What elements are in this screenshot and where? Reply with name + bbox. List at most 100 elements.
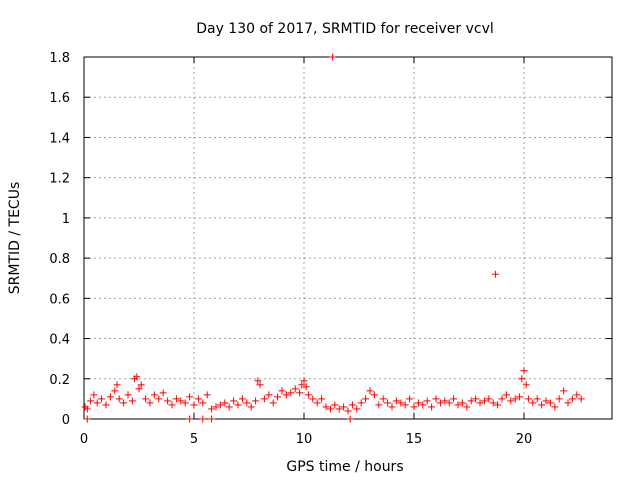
- data-point: [93, 399, 101, 407]
- y-tick-label: 1: [62, 212, 70, 227]
- data-point: [221, 399, 229, 407]
- x-tick-label: 10: [296, 432, 313, 447]
- data-point: [538, 401, 546, 409]
- data-point: [254, 377, 262, 385]
- data-point: [480, 397, 488, 405]
- data-point: [423, 397, 431, 405]
- data-point: [278, 387, 286, 395]
- data-point: [564, 399, 572, 407]
- data-point: [124, 391, 132, 399]
- data-point: [168, 401, 176, 409]
- data-point: [384, 399, 392, 407]
- data-point: [414, 399, 422, 407]
- data-point: [287, 389, 295, 397]
- data-point: [247, 403, 255, 411]
- data-point: [322, 403, 330, 411]
- data-point: [379, 395, 387, 403]
- data-point: [265, 391, 273, 399]
- data-point: [357, 399, 365, 407]
- data-point: [406, 395, 414, 403]
- data-point: [186, 393, 194, 401]
- grid: [84, 57, 612, 419]
- data-point: [216, 401, 224, 409]
- data-point: [208, 405, 216, 413]
- y-tick-label: 1.4: [49, 131, 70, 146]
- data-point: [326, 405, 334, 413]
- y-tick-label: 0.6: [49, 292, 70, 307]
- data-point: [128, 397, 136, 405]
- data-point: [256, 381, 264, 389]
- data-point: [230, 397, 238, 405]
- data-point: [472, 395, 480, 403]
- data-point: [302, 383, 310, 391]
- data-point: [282, 391, 290, 399]
- data-point: [106, 393, 114, 401]
- y-tick-label: 0.2: [49, 373, 70, 388]
- x-tick-label: 20: [516, 432, 533, 447]
- data-point: [436, 399, 444, 407]
- data-point: [238, 395, 246, 403]
- data-point: [186, 415, 194, 423]
- data-point: [300, 377, 308, 385]
- data-point: [113, 381, 121, 389]
- data-point: [511, 395, 519, 403]
- data-point: [177, 397, 185, 405]
- data-point: [428, 403, 436, 411]
- data-point: [234, 401, 242, 409]
- data-point: [172, 395, 180, 403]
- data-point: [252, 397, 260, 405]
- data-point: [212, 403, 220, 411]
- data-point: [476, 399, 484, 407]
- data-point: [146, 399, 154, 407]
- data-point: [388, 403, 396, 411]
- data-point: [348, 401, 356, 409]
- y-axis-label: SRMTID / TECUs: [7, 182, 23, 295]
- axis-ticks: 0 5 10 15 20 0 0.2 0.4 0.6 0.8 1 1.2 1.4 1.6 1.8: [49, 51, 612, 447]
- data-point: [190, 401, 198, 409]
- data-point: [331, 401, 339, 409]
- data-point: [432, 395, 440, 403]
- y-tick-label: 1.6: [49, 91, 70, 106]
- x-axis-label: GPS time / hours: [286, 459, 403, 475]
- data-point: [329, 53, 337, 61]
- data-point: [454, 401, 462, 409]
- plot-area-frame: [83, 56, 613, 420]
- data-point: [577, 395, 585, 403]
- data-point: [208, 415, 216, 423]
- data-point: [298, 381, 306, 389]
- data-point: [450, 395, 458, 403]
- data-point: [269, 399, 277, 407]
- data-point: [551, 403, 559, 411]
- data-point: [419, 401, 427, 409]
- data-point: [296, 389, 304, 397]
- data-point: [568, 395, 576, 403]
- data-point: [401, 401, 409, 409]
- data-point: [502, 391, 510, 399]
- data-point: [155, 395, 163, 403]
- data-point: [458, 399, 466, 407]
- data-point: [181, 399, 189, 407]
- data-point: [137, 381, 145, 389]
- data-point: [83, 405, 91, 413]
- data-point: [491, 270, 499, 278]
- x-tick-label: 0: [80, 432, 88, 447]
- data-point: [340, 403, 348, 411]
- data-point: [309, 395, 317, 403]
- data-point: [375, 401, 383, 409]
- data-point: [520, 367, 528, 375]
- data-point: [529, 399, 537, 407]
- data-point: [243, 399, 251, 407]
- data-point: [518, 375, 526, 383]
- x-tick-label: 5: [190, 432, 198, 447]
- x-tick-label: 15: [406, 432, 423, 447]
- data-point: [467, 397, 475, 405]
- y-tick-label: 1.8: [49, 51, 70, 66]
- data-point: [335, 405, 343, 413]
- data-point: [463, 403, 471, 411]
- data-point: [346, 415, 354, 423]
- data-point: [494, 401, 502, 409]
- data-point: [344, 407, 352, 415]
- data-point: [560, 387, 568, 395]
- data-point: [133, 373, 141, 381]
- data-point: [115, 395, 123, 403]
